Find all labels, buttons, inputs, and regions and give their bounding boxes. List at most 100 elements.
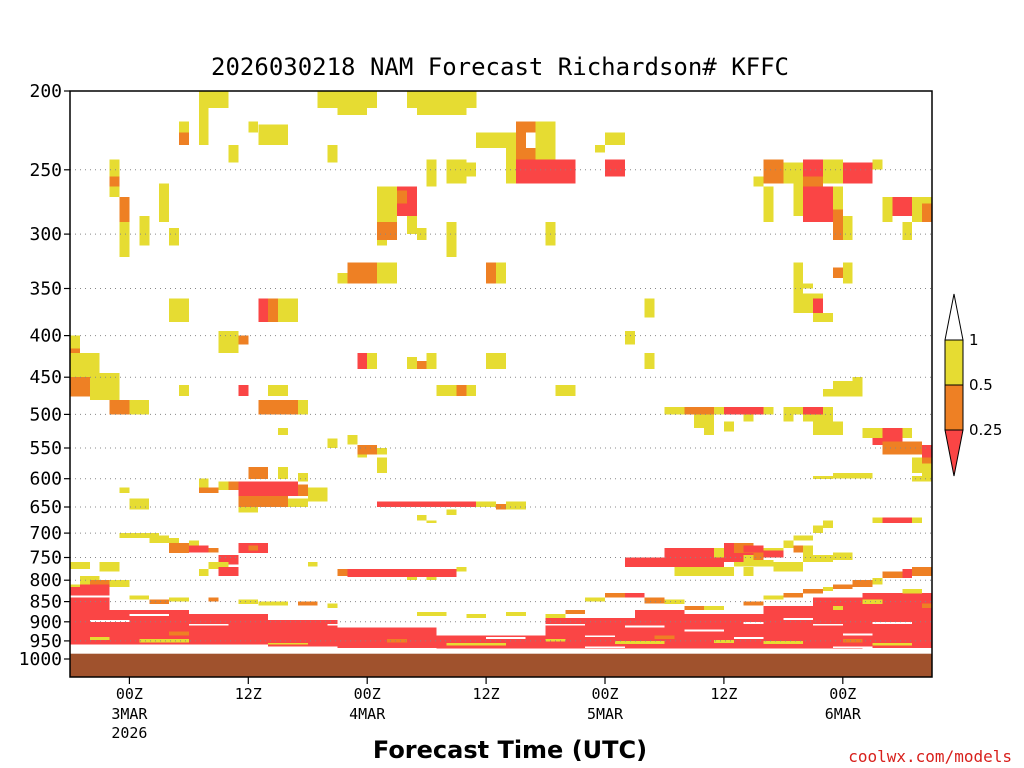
ri-cell <box>198 108 209 145</box>
ri-cell <box>406 216 417 235</box>
ri-cell <box>515 132 526 160</box>
ri-cell <box>208 547 219 553</box>
ri-cell <box>545 613 566 618</box>
ri-cell <box>218 331 239 353</box>
ri-cell <box>595 144 605 153</box>
ri-cell <box>585 597 605 602</box>
ri-cell <box>377 222 397 240</box>
ri-cell <box>545 623 586 626</box>
ri-cell <box>803 414 833 422</box>
ri-cell <box>832 605 843 610</box>
ri-cell <box>902 569 913 578</box>
ri-cell <box>783 407 804 415</box>
ri-cell <box>793 262 804 284</box>
ri-cell <box>684 566 705 576</box>
ri-cell <box>387 639 407 643</box>
ri-cell <box>426 159 437 187</box>
x-date-label: 6MAR <box>825 705 862 723</box>
ri-cell <box>327 623 387 626</box>
ri-cell <box>248 466 269 479</box>
ri-cell <box>605 132 625 145</box>
x-tick-label: 12Z <box>235 685 262 703</box>
y-tick-label: 900 <box>29 612 62 633</box>
ri-cell <box>337 627 437 649</box>
ri-cell <box>862 428 883 439</box>
ri-cell <box>258 124 288 145</box>
ri-cell <box>922 463 932 479</box>
ri-cell <box>585 646 625 649</box>
ri-cell <box>297 601 318 606</box>
ri-cell <box>624 331 635 345</box>
ri-cell <box>129 498 150 510</box>
ri-cell <box>139 216 150 246</box>
ri-cell <box>684 605 705 610</box>
ri-cell <box>852 377 863 385</box>
ri-cell <box>188 623 229 626</box>
ri-cell <box>793 545 804 553</box>
ri-cell <box>129 595 150 600</box>
ri-cell <box>842 639 863 643</box>
ri-cell <box>258 400 298 415</box>
ri-cell <box>664 599 685 604</box>
ri-cell <box>198 487 219 494</box>
y-tick-label: 300 <box>29 224 62 245</box>
ri-cell <box>228 144 239 163</box>
ri-cell <box>813 298 823 323</box>
ri-cell <box>426 575 437 581</box>
ri-cell <box>327 603 338 608</box>
x-date-label: 3MAR <box>111 705 148 723</box>
ri-cell <box>188 540 199 546</box>
ri-cell <box>605 159 625 177</box>
ri-cell <box>337 108 368 115</box>
ri-cell <box>842 633 873 636</box>
ri-cell <box>89 619 130 622</box>
ri-cell <box>426 352 437 370</box>
ri-cell <box>446 159 467 184</box>
ri-cell <box>238 599 259 604</box>
ri-cell <box>406 357 417 370</box>
y-tick-label: 1000 <box>19 649 62 670</box>
x-tick-label: 12Z <box>710 685 737 703</box>
ri-cell <box>278 466 288 479</box>
ri-cell <box>912 517 923 523</box>
ri-cell <box>684 407 714 415</box>
ri-cell <box>416 515 427 521</box>
ri-cell <box>664 547 714 558</box>
ri-cell <box>763 407 774 415</box>
y-tick-label: 250 <box>29 160 62 181</box>
ri-cell <box>109 400 130 415</box>
ri-cell <box>119 487 130 494</box>
x-tick-label: 00Z <box>829 685 856 703</box>
ri-cell <box>377 501 477 507</box>
ri-cell <box>169 543 189 553</box>
ri-cell <box>664 559 675 567</box>
ri-cell <box>753 559 774 567</box>
ri-cell <box>506 501 526 510</box>
ri-cell <box>337 569 348 576</box>
ri-cell <box>743 601 764 606</box>
ri-cell <box>486 637 526 640</box>
ri-cell <box>238 481 298 496</box>
ri-cell <box>803 407 823 415</box>
ri-cell <box>198 91 229 109</box>
y-tick-label: 850 <box>29 592 62 613</box>
ri-cell <box>922 603 932 608</box>
ri-cell <box>347 434 358 445</box>
ri-cell <box>179 308 189 323</box>
ri-cell <box>763 550 784 558</box>
ri-cell <box>367 352 378 370</box>
ri-cell <box>912 475 932 482</box>
ri-cell <box>278 298 298 323</box>
ri-cell <box>456 566 467 572</box>
ri-cell <box>912 466 923 473</box>
ri-cell <box>704 566 734 576</box>
ri-cell <box>892 196 913 216</box>
ri-cell <box>565 609 586 614</box>
colorbar-label: 0.25 <box>969 421 1002 439</box>
ri-cell <box>723 555 744 563</box>
ri-cell <box>872 159 883 170</box>
ri-cell <box>882 571 903 578</box>
ri-cell <box>684 629 724 632</box>
ri-cell <box>813 312 833 323</box>
